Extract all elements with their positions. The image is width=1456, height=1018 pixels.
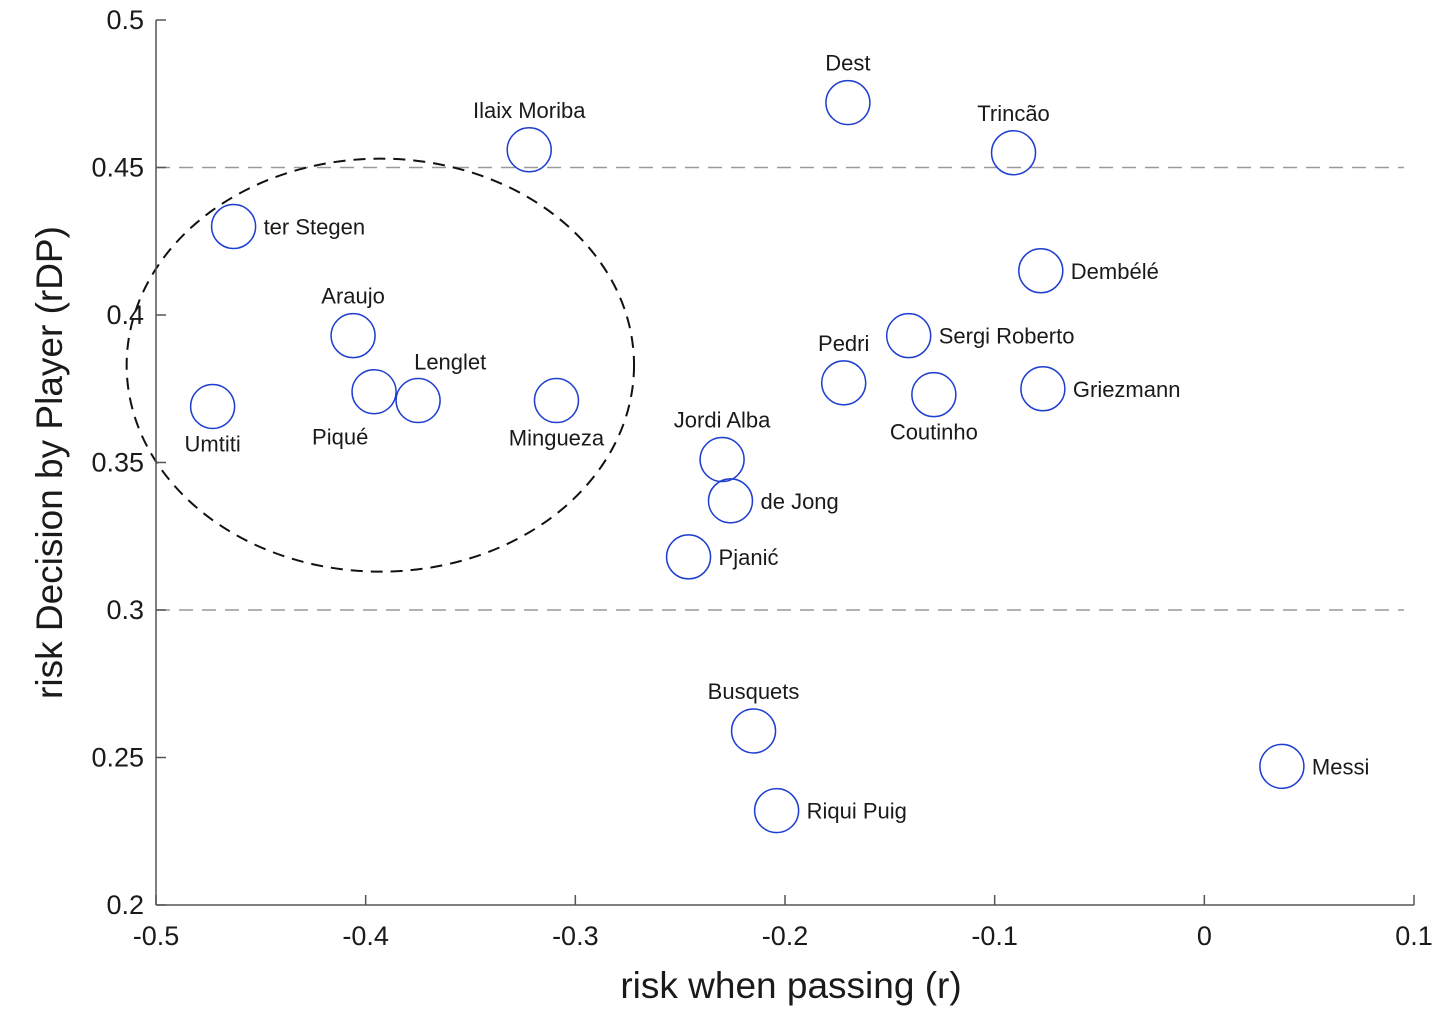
data-points	[189, 79, 1305, 834]
x-tick-label: -0.3	[552, 921, 599, 951]
y-tick-label: 0.45	[91, 153, 144, 183]
data-point-label: Lenglet	[414, 350, 486, 375]
reference-lines	[156, 166, 1404, 611]
data-point-label: Dembélé	[1071, 259, 1159, 284]
data-point-label: Ilaix Moriba	[473, 98, 586, 123]
data-point-label: Sergi Roberto	[939, 324, 1075, 349]
data-point-label: de Jong	[760, 489, 838, 514]
data-point-marker	[210, 203, 257, 250]
data-labels: Dest Trincão Ilaix Moriba ter Stegen Dembélé…	[185, 51, 1370, 824]
data-point-label: Pedri	[818, 331, 869, 356]
data-point-marker	[506, 127, 552, 173]
highlight-ellipse	[125, 157, 636, 573]
data-point-marker	[820, 360, 867, 406]
data-point-label: Riqui Puig	[807, 799, 907, 824]
data-point-marker	[990, 130, 1037, 176]
annotations	[125, 157, 636, 573]
data-point-marker	[395, 377, 441, 424]
data-point-marker	[665, 534, 712, 580]
data-point-label: Busquets	[708, 679, 800, 704]
y-tick-label: 0.25	[91, 743, 144, 773]
data-point-label: Umtiti	[185, 431, 241, 456]
data-point-label: Piqué	[312, 425, 368, 450]
x-tick-label: -0.2	[762, 921, 809, 951]
axes: 0.20.250.30.350.40.450.5 -0.5 -0.4 -0.3 -0.…	[91, 5, 1432, 951]
data-point-label: ter Stegen	[264, 215, 366, 240]
data-point-marker	[707, 478, 754, 524]
data-point-marker	[699, 436, 745, 483]
data-point-marker	[1259, 743, 1305, 790]
data-point-label: Trincão	[977, 101, 1050, 126]
data-point-label: Jordi Alba	[674, 408, 771, 433]
x-axis-ticks: -0.5 -0.4 -0.3 -0.2 -0.1 0 0.1	[133, 895, 1433, 951]
data-point-label: Messi	[1312, 754, 1369, 779]
data-point-marker	[1020, 366, 1066, 412]
data-point-marker	[330, 312, 376, 359]
data-point-label: Coutinho	[890, 420, 978, 445]
x-tick-label: -0.4	[342, 921, 389, 951]
y-tick-label: 0.35	[91, 448, 144, 478]
data-point-marker	[1018, 248, 1064, 294]
data-point-marker	[533, 377, 580, 424]
data-point-marker	[753, 787, 800, 834]
x-tick-label: -0.1	[971, 921, 1018, 951]
y-axis-ticks: 0.2 0.25 0.3 0.35 0.4 0.45 0.5	[91, 5, 166, 920]
x-tick-label: 0	[1197, 921, 1212, 951]
data-point-marker	[351, 368, 397, 415]
y-tick-label: 0.2	[106, 890, 144, 920]
x-tick-label: 0.1	[1395, 921, 1433, 951]
y-axis-title: risk Decision by Player (rDP)	[29, 226, 70, 699]
x-tick-label: -0.5	[133, 921, 180, 951]
data-point-marker	[730, 708, 777, 754]
y-tick-label: 0.3	[106, 595, 144, 625]
data-point-label: Pjanić	[719, 545, 779, 570]
data-point-label: Griezmann	[1073, 377, 1181, 402]
data-point-marker	[825, 79, 871, 126]
data-point-label: Araujo	[321, 284, 385, 309]
data-point-label: Mingueza	[509, 426, 605, 451]
data-point-marker	[911, 371, 957, 418]
data-point-marker	[885, 312, 932, 359]
x-axis-title: risk when passing (r)	[620, 965, 961, 1006]
y-tick-label: 0.4	[106, 300, 144, 330]
y-tick-label: 0.5	[106, 5, 144, 35]
data-point-marker	[189, 383, 236, 430]
data-point-label: Dest	[825, 51, 870, 76]
